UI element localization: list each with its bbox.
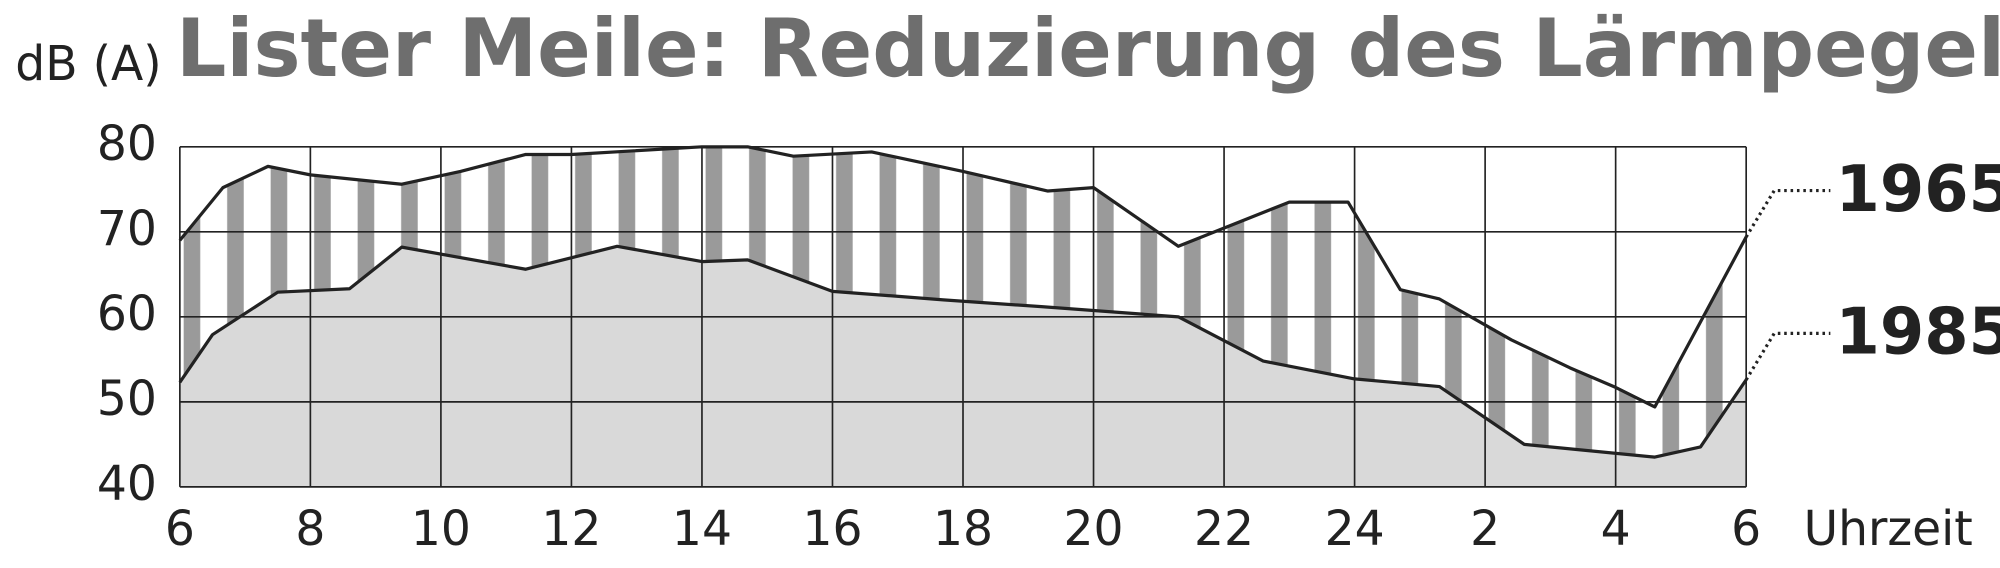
- series-line: [178, 145, 1748, 409]
- y-tick-label: 60: [97, 287, 157, 342]
- x-tick-label: 10: [411, 502, 471, 557]
- y-tick-label: 80: [97, 117, 157, 172]
- x-axis-label: Uhrzeit: [1804, 502, 1973, 557]
- y-axis-label: dB (A): [15, 37, 161, 92]
- x-tick-label: 24: [1325, 502, 1385, 557]
- x-tick-label: 8: [295, 502, 325, 557]
- x-tick-label: 4: [1601, 502, 1631, 557]
- legend-leader: [1744, 188, 1831, 238]
- chart-title: Lister Meile: Reduzierung des Lärmpegels: [176, 2, 2000, 95]
- x-tick-label: 12: [541, 502, 601, 557]
- legend-label: 1985: [1835, 295, 2000, 369]
- y-tick-label: 70: [97, 202, 157, 257]
- x-tick-label: 6: [1731, 502, 1761, 557]
- y-tick-label: 50: [97, 372, 157, 427]
- x-tick-label: 16: [802, 502, 862, 557]
- x-tick-label: 22: [1194, 502, 1254, 557]
- x-tick-label: 2: [1470, 502, 1500, 557]
- x-tick-label: 14: [672, 502, 732, 557]
- series-line: [178, 244, 1748, 459]
- x-tick-label: 18: [933, 502, 993, 557]
- y-tick-label: 40: [97, 457, 157, 512]
- x-tick-label: 20: [1064, 502, 1124, 557]
- x-tick-label: 6: [165, 502, 195, 557]
- legend-label: 1965: [1835, 153, 2000, 227]
- legend-leader: [1744, 331, 1831, 381]
